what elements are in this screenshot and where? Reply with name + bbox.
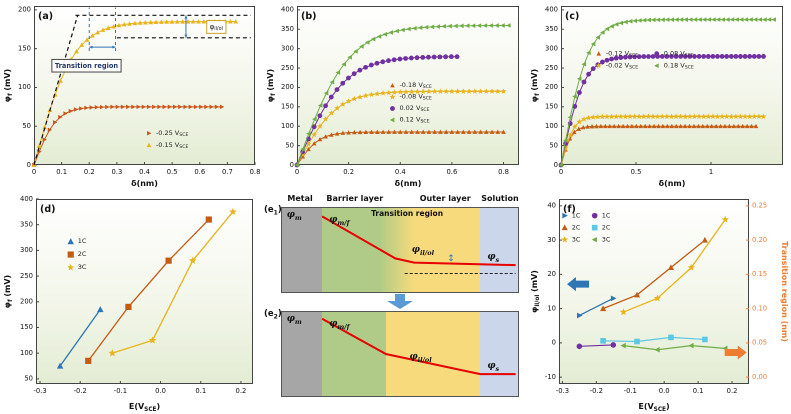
phi-mf-label-e2: φm/f [329,318,350,331]
outer-layer-e1 [414,208,481,292]
phi-m-label-e1: φm [286,209,302,222]
potential-curve [322,319,516,374]
metal-layer-e2 [282,312,323,396]
panel-a [0,0,263,191]
panel-c [527,0,791,191]
phi-s-label-e1: φs [487,251,500,264]
diagram-headers: Metal Barrier layer Outer layer Solution [281,194,519,206]
panel-a-chart [0,0,263,191]
barrier-layer-e2 [322,312,386,396]
panel-d-chart [0,191,263,414]
diagram-e2-box: φm φm/f φil/ol φs [281,311,519,397]
panel-b-chart [263,0,527,191]
header-barrier-layer: Barrier layer [326,194,384,203]
panel-e1-label: (e1) [264,205,282,217]
transition-region-label: Transition region [371,209,444,218]
panel-f [527,191,791,414]
panel-d [0,191,263,414]
phi-mf-label-e1: φm/f [329,214,350,227]
outer-layer-e2 [385,312,481,396]
phi-ilol-label-e1: φil/ol [411,244,435,257]
panel-f-chart [527,191,791,414]
phi-m-label-e2: φm [286,313,302,326]
solution-layer-e2 [480,312,518,396]
down-arrow-icon [387,294,413,309]
phi-ilol-label-e2: φil/ol [409,352,432,365]
potential-curve [322,216,516,265]
panel-c-chart [527,0,791,191]
phi-s-label-e2: φs [487,360,500,373]
header-solution: Solution [481,194,519,203]
phi-ilol-arrow-icon: ↕ [447,254,455,265]
potential-profile-e1 [282,208,518,292]
diagram-e1-box: Transition region φm φm/f φil/ol ↕ φs [281,207,519,293]
metal-layer-e1 [282,208,323,292]
bottom-row: Metal Barrier layer Outer layer Solution… [0,191,791,414]
header-outer-layer: Outer layer [419,194,471,203]
potential-profile-e2 [282,312,518,396]
panel-e-diagram: Metal Barrier layer Outer layer Solution… [263,191,527,414]
solution-layer-e1 [480,208,518,292]
header-metal: Metal [287,194,313,203]
panel-b [263,0,527,191]
top-row [0,0,791,191]
panel-e2-label: (e2) [264,309,282,321]
transition-region-zone [378,208,415,292]
